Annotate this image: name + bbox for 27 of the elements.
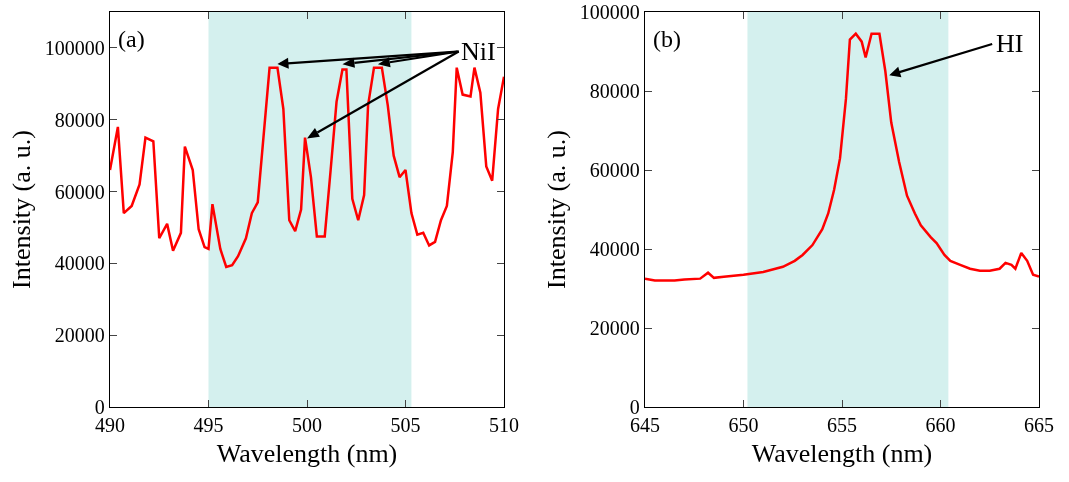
x-axis-title: Wavelength (nm) xyxy=(216,438,398,468)
y-axis-title: Intensity (a. u.) xyxy=(7,130,37,289)
x-tick-label: 660 xyxy=(925,414,956,437)
x-tick-label: 650 xyxy=(728,414,759,437)
annotation: NiI xyxy=(461,37,496,66)
y-tick-label: 60000 xyxy=(589,159,640,181)
x-tick-label: 665 xyxy=(1024,414,1054,437)
y-tick-label: 80000 xyxy=(54,108,105,131)
x-tick-label: 510 xyxy=(489,414,519,437)
x-tick-label: 495 xyxy=(193,414,224,437)
y-tick-label: 40000 xyxy=(589,238,640,260)
y-axis-title: Intensity (a. u.) xyxy=(542,130,572,289)
annotation: HI xyxy=(996,29,1024,58)
y-tick-label: 20000 xyxy=(54,324,105,347)
annotation: (a) xyxy=(118,26,145,52)
y-tick-label: 20000 xyxy=(589,317,640,339)
x-tick-label: 655 xyxy=(827,414,857,437)
line-series xyxy=(645,32,1039,282)
y-tick-label: 80000 xyxy=(589,80,640,102)
y-tick-label: 100000 xyxy=(579,1,640,23)
y-tick-label: 40000 xyxy=(54,252,105,275)
x-tick-label: 500 xyxy=(292,414,322,437)
y-tick-label: 100000 xyxy=(44,36,105,59)
x-tick-label: 505 xyxy=(390,414,421,437)
y-tick-label: 60000 xyxy=(54,180,105,203)
annotation: (b) xyxy=(653,26,681,52)
x-axis-title: Wavelength (nm) xyxy=(751,438,933,468)
